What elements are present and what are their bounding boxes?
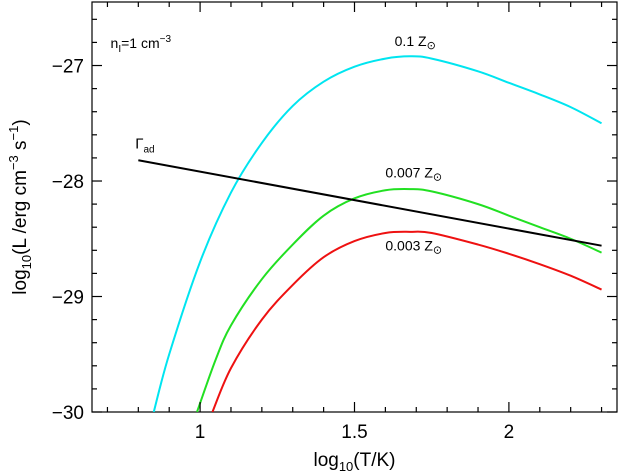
series-line-0 <box>152 55 603 412</box>
y-tick-label: −30 <box>52 403 84 424</box>
x-axis-label-log: log <box>313 450 338 471</box>
y-axis-label-sup2: −1 <box>6 126 21 141</box>
y-axis-label-log: log <box>10 269 31 294</box>
labels-layer: 1 1.5 2 −30 −29 −28 −27 0.1 Z⊙ 0.007 Z⊙ 0.003 Z⊙ Γ… <box>52 33 514 443</box>
ticks-layer <box>92 2 617 413</box>
y-axis-label-sub: 10 <box>19 255 34 269</box>
x-axis-label-rest: (T/K) <box>353 450 395 471</box>
annotation-eq: =1 cm <box>121 35 160 51</box>
y-tick-label: −28 <box>52 172 84 193</box>
density-annotation: nI=1 cm−3 <box>111 34 172 55</box>
y-axis-label-sup1: −3 <box>6 155 21 170</box>
x-axis-label: log10(T/K) <box>313 450 395 474</box>
series-line-3 <box>138 159 602 247</box>
y-tick-label: −29 <box>52 288 84 309</box>
series-layer <box>138 55 603 412</box>
x-tick-label: 1 <box>195 422 206 443</box>
y-axis-label-mid: (L /erg cm <box>10 170 31 255</box>
y-tick-label: −27 <box>52 57 84 78</box>
annotation-sup: −3 <box>160 34 172 45</box>
curve-label-0: 0.1 Z⊙ <box>395 33 436 52</box>
y-axis-label: log10(L /erg cm−3 s−1) <box>6 119 34 294</box>
curve-label-1: 0.007 Z⊙ <box>385 165 442 184</box>
curve-label-2: 0.003 Z⊙ <box>385 237 442 256</box>
x-tick-label: 2 <box>504 422 515 443</box>
y-axis-label-close: ) <box>10 119 31 125</box>
series-line-1 <box>196 187 602 412</box>
annotation-n: n <box>111 35 119 51</box>
annotation-sub: I <box>118 44 121 55</box>
y-axis-label-s: s <box>10 140 31 155</box>
x-axis-label-sub: 10 <box>339 459 353 474</box>
x-tick-label: 1.5 <box>341 422 367 443</box>
curve-label-3: Γad <box>135 136 154 156</box>
series-line-2 <box>211 230 602 412</box>
